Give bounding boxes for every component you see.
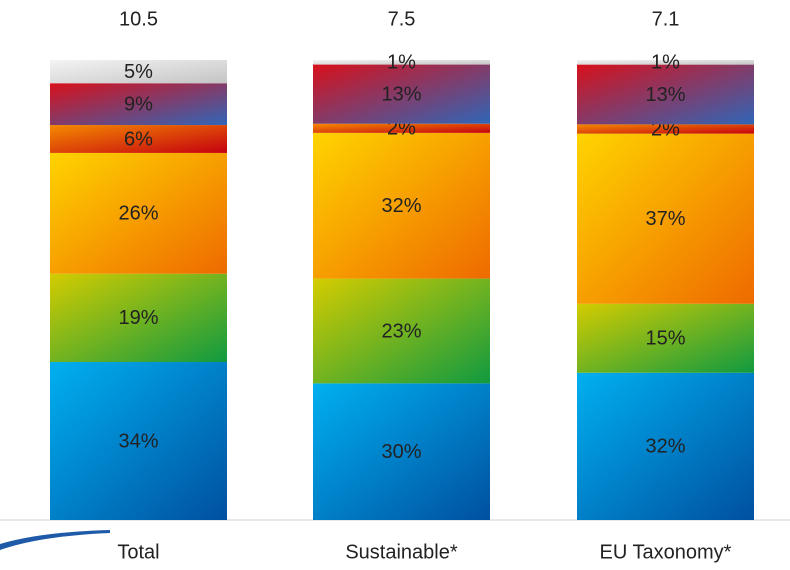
bar-segment — [577, 303, 754, 373]
bar-segment — [313, 383, 490, 520]
data-label: 1% — [651, 52, 680, 74]
data-label: 34% — [118, 430, 158, 452]
bar-segment — [313, 60, 490, 65]
data-label: 13% — [645, 84, 685, 106]
data-label: 32% — [645, 436, 685, 458]
bar-segment — [577, 60, 754, 65]
decoration — [0, 530, 110, 550]
bar-segment — [50, 362, 227, 520]
total-label: 10.5 — [119, 8, 158, 30]
data-label: 19% — [118, 307, 158, 329]
bar-segment — [577, 372, 754, 520]
total-label: 7.1 — [652, 8, 680, 30]
data-label: 32% — [381, 195, 421, 217]
bar-segment — [50, 125, 227, 153]
bar-segment — [50, 60, 227, 84]
bar-segment — [313, 123, 490, 133]
data-label: 1% — [387, 52, 416, 74]
bar-segment — [313, 64, 490, 124]
data-label: 30% — [381, 441, 421, 463]
x-tick-label: Total — [117, 541, 159, 563]
bar-segment — [50, 273, 227, 363]
bar-segment — [50, 83, 227, 126]
data-label: 37% — [645, 208, 685, 230]
bar-segment — [313, 132, 490, 279]
data-label: 13% — [381, 83, 421, 105]
bar-segment — [577, 124, 754, 134]
data-label: 23% — [381, 320, 421, 342]
data-label: 6% — [124, 128, 153, 150]
bar-segment — [313, 278, 490, 384]
data-label: 15% — [645, 328, 685, 350]
total-label: 7.5 — [388, 8, 416, 30]
data-label: 26% — [118, 203, 158, 225]
bar-segment — [50, 152, 227, 274]
bar-segment — [577, 133, 754, 304]
data-label: 9% — [124, 93, 153, 115]
x-tick-label: EU Taxonomy* — [600, 541, 732, 563]
data-label: 5% — [124, 61, 153, 83]
x-tick-label: Sustainable* — [345, 541, 458, 563]
bar-segment — [577, 64, 754, 125]
